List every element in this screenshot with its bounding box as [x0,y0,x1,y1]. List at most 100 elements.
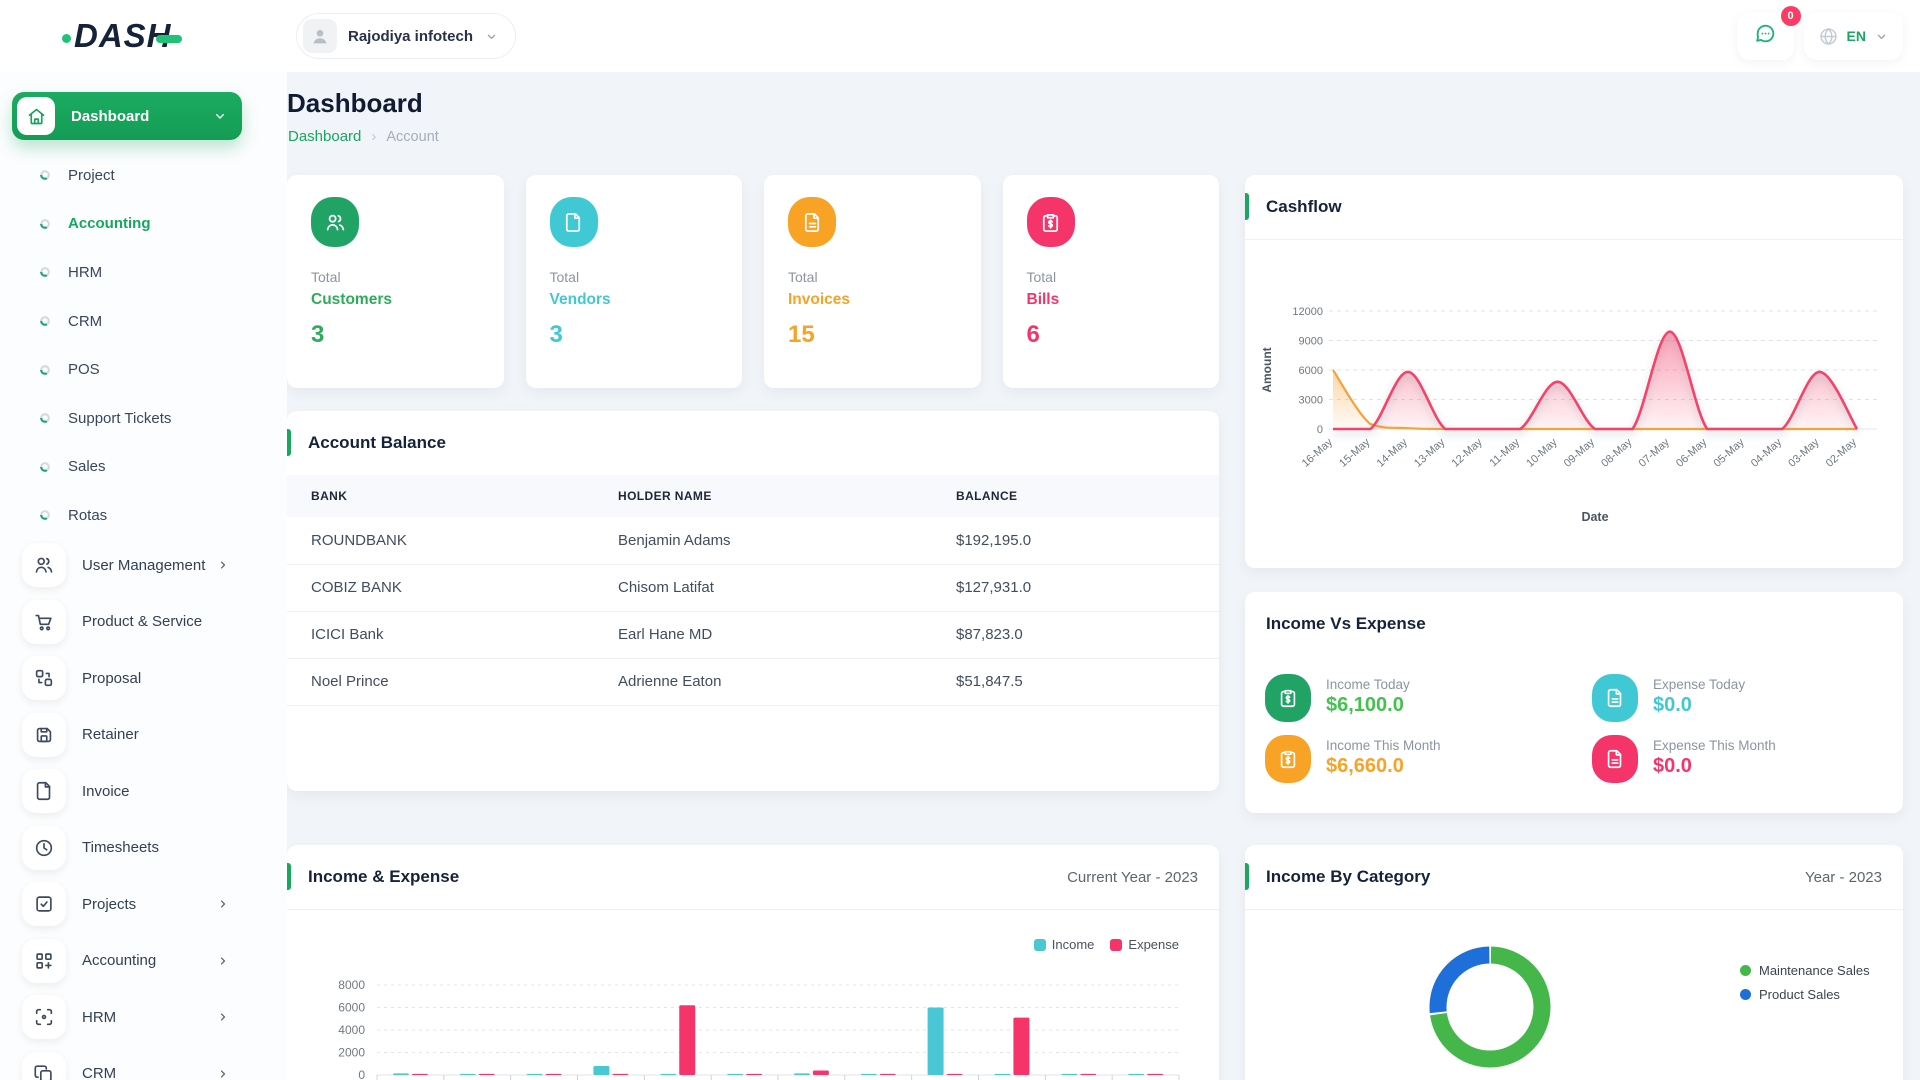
sidebar-item-product-service[interactable]: Product & Service [0,594,287,651]
metric-expense-today: Expense Today $0.0 [1592,674,1745,722]
sidebar-item-rotas[interactable]: Rotas [0,491,287,540]
company-selector[interactable]: Rajodiya infotech [296,13,517,59]
sidebar-dashboard-submenu: Project Accounting HRM CRM POS Support Ticket… [0,151,287,540]
sidebar-item-invoice[interactable]: Invoice [0,763,287,820]
sidebar-item-dashboard[interactable]: Dashboard [12,92,242,140]
svg-text:02-May: 02-May [1824,436,1860,470]
file-lines-icon [1592,674,1638,722]
income-by-category-legend: Maintenance Sales Product Sales [1740,963,1870,1002]
chevron-right-icon [216,954,230,968]
file-icon [22,769,66,814]
svg-text:14-May: 14-May [1375,436,1411,470]
breadcrumb-dashboard-link[interactable]: Dashboard [288,128,362,145]
file-icon [549,197,598,247]
sidebar: Dashboard Project Accounting HRM CRM POS Supp… [0,72,287,1080]
chevron-right-icon [216,1067,230,1080]
bullet-icon [40,364,50,375]
table-row: ROUNDBANK Benjamin Adams $192,195.0 [287,517,1219,565]
income-vs-expense-title: Income Vs Expense [1266,614,1426,633]
svg-text:11-May: 11-May [1487,436,1522,469]
sidebar-item-crm[interactable]: CRM [0,297,287,346]
bullet-icon [40,316,50,327]
account-balance-panel: Account Balance BANK HOLDER NAME BALANCE R… [287,411,1219,791]
bullet-icon [40,413,50,424]
stats-row: Total Customers 3 Total Vendors 3 Total … [287,175,1219,388]
income-expense-chart: 8000 6000 4000 2000 0 [338,978,1180,1080]
bullet-icon [40,510,50,521]
sidebar-item-accounting[interactable]: Accounting [0,200,287,249]
users-icon [22,543,66,588]
svg-text:15-May: 15-May [1337,436,1373,470]
accent-bar [287,429,291,456]
sidebar-item-crm[interactable]: CRM [0,1046,287,1080]
chevron-right-icon [216,1010,230,1024]
main-content: Dashboard Dashboard › Account Total Cust… [287,72,1920,1080]
sidebar-item-sales[interactable]: Sales [0,443,287,492]
svg-text:03-May: 03-May [1786,436,1822,470]
svg-text:4000: 4000 [338,1023,365,1037]
bullet-icon [40,461,50,472]
svg-text:0: 0 [1317,424,1323,436]
chevron-down-icon [212,108,228,124]
chevron-right-icon [216,558,230,572]
sidebar-item-hrm[interactable]: HRM [0,989,287,1046]
svg-text:05-May: 05-May [1711,436,1747,470]
sidebar-item-user-management[interactable]: User Management [0,537,287,594]
sidebar-item-project[interactable]: Project [0,151,287,200]
check-square-icon [22,882,66,927]
svg-text:09-May: 09-May [1562,436,1598,470]
metric-income-today: Income Today $6,100.0 [1265,674,1410,722]
messages-button[interactable]: 0 [1736,6,1801,60]
proposal-icon [22,656,66,701]
income-by-category-title: Income By Category [1266,867,1431,886]
logo-dash-icon [155,35,182,43]
home-icon [17,97,55,135]
copy-icon [22,1051,66,1080]
scan-icon [22,995,66,1040]
svg-text:0: 0 [358,1068,365,1080]
sidebar-item-retainer[interactable]: Retainer [0,707,287,764]
income-by-category-panel: Income By Category Year - 2023 Maintenan… [1245,845,1903,1080]
sidebar-item-hrm[interactable]: HRM [0,248,287,297]
sidebar-item-pos[interactable]: POS [0,345,287,394]
accent-bar [1245,863,1249,890]
income-expense-panel: Income & Expense Current Year - 2023 Inc… [287,845,1219,1080]
page-title: Dashboard [287,88,423,118]
metric-expense-this-month: Expense This Month $0.0 [1592,735,1776,783]
legend-maintenance-sales[interactable]: Maintenance Sales [1740,963,1870,978]
sidebar-item-proposal[interactable]: Proposal [0,650,287,707]
svg-text:12000: 12000 [1292,306,1323,318]
svg-text:Date: Date [1581,510,1608,524]
svg-text:13-May: 13-May [1412,436,1448,470]
account-balance-table: BANK HOLDER NAME BALANCE ROUNDBANK Benjamin… [287,475,1219,706]
svg-text:10-May: 10-May [1524,436,1560,470]
accent-bar [287,863,291,890]
cart-icon [22,599,66,644]
svg-text:06-May: 06-May [1674,436,1710,470]
sidebar-item-projects[interactable]: Projects [0,876,287,933]
globe-icon [1818,26,1839,47]
legend-product-sales[interactable]: Product Sales [1740,987,1870,1002]
chevron-right-icon [216,897,230,911]
sidebar-item-timesheets[interactable]: Timesheets [0,820,287,877]
breadcrumb: Dashboard › Account [288,128,439,145]
messages-badge: 0 [1780,6,1801,26]
svg-text:12-May: 12-May [1449,436,1485,470]
legend-expense[interactable]: Expense [1110,937,1179,952]
legend-income[interactable]: Income [1033,937,1094,952]
breadcrumb-current: Account [386,128,439,145]
svg-text:Amount: Amount [1260,347,1274,392]
language-selector[interactable]: EN [1803,12,1903,60]
income-expense-year: Current Year - 2023 [1067,869,1198,886]
clipboard-dollar-icon [1265,674,1311,722]
table-row: ICICI Bank Earl Hane MD $87,823.0 [287,611,1219,659]
sidebar-item-accounting[interactable]: Accounting [0,933,287,990]
svg-text:08-May: 08-May [1599,436,1635,470]
sidebar-item-support-tickets[interactable]: Support Tickets [0,394,287,443]
svg-text:07-May: 07-May [1637,436,1673,470]
account-balance-title: Account Balance [308,433,446,452]
accent-bar [1245,193,1249,220]
svg-text:3000: 3000 [1299,395,1323,407]
app-logo: DASH [62,14,182,58]
company-name: Rajodiya infotech [348,27,474,45]
